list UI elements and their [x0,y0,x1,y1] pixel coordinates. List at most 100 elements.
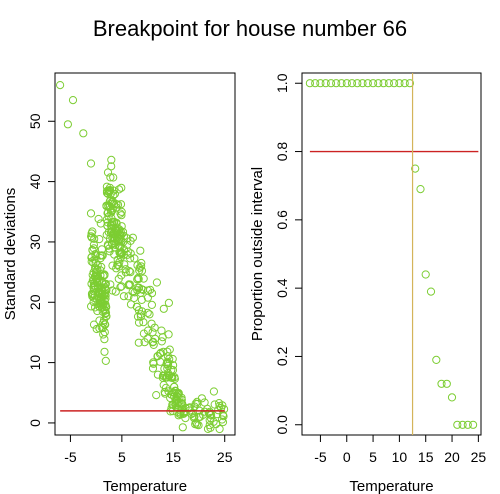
data-point [117,271,126,280]
data-point [194,421,203,430]
right-panel-proportion: -5 0 5 10 15 20 25 0.0 0.2 0.4 0.6 0.8 1.0 Temperatur… [249,72,487,494]
data-point [107,208,116,217]
data-point [177,404,186,413]
data-point [136,246,145,255]
y-axis-label: Standard deviations [2,188,19,321]
data-point [437,379,446,388]
data-point [120,260,129,269]
data-point [97,295,106,304]
data-point [79,129,88,138]
data-point [164,330,173,339]
data-point [145,310,154,319]
data-point [148,364,158,373]
data-point [143,286,152,295]
data-point [147,300,156,309]
data-point [88,227,97,236]
data-point [316,79,325,88]
data-point [353,79,362,88]
data-point [94,214,103,224]
data-point [136,312,145,321]
data-point [196,412,205,421]
data-point [379,79,388,88]
data-point [130,254,139,263]
data-point [96,219,105,228]
data-point [104,228,113,237]
y-tick-label: 50 [27,113,43,129]
data-point [99,305,108,314]
data-point [149,359,158,368]
x-tick-label: -5 [314,449,327,465]
y-tick-label: 1.0 [274,73,290,93]
data-point [463,420,472,429]
data-point [117,237,126,246]
data-point [126,300,136,309]
data-point [135,263,144,272]
data-point [167,404,176,413]
data-point [100,291,109,300]
data-point [115,258,124,267]
x-tick-label: 25 [217,449,233,465]
data-point [106,173,115,182]
data-point [168,388,177,397]
data-point [152,391,161,400]
plot-frame [301,72,482,436]
data-point [332,79,341,88]
data-point [469,420,478,429]
x-tick-label: 25 [471,449,487,465]
data-point [102,285,111,295]
data-point [92,268,101,277]
data-point [168,354,177,364]
data-point [89,320,99,329]
x-tick-label: 15 [418,449,434,465]
data-point [104,208,113,217]
data-point [311,79,320,88]
data-point [101,285,110,294]
data-point [209,387,218,396]
y-tick-label: 0.0 [274,415,290,435]
figure-title: Breakpoint for house number 66 [93,16,407,41]
data-point [117,207,126,216]
data-point [124,292,133,301]
data-point [123,234,132,243]
data-point [162,373,171,382]
data-point [109,234,118,243]
data-point [101,320,110,329]
data-point [133,273,143,283]
data-point [139,274,148,283]
data-point [115,248,124,257]
data-point [149,340,158,349]
data-point [395,79,404,88]
x-axis-label: Temperature [103,478,187,494]
data-point [110,243,119,252]
data-point [130,293,139,303]
x-tick-label: 5 [118,449,126,465]
data-point [453,420,462,429]
data-point [101,356,110,365]
data-point [109,230,119,239]
data-point [91,263,100,272]
data-point [215,399,224,408]
data-point [374,79,383,88]
data-point [384,79,393,88]
x-tick-label: -5 [64,449,77,465]
data-point [326,79,336,88]
data-point [137,295,146,304]
y-tick-label: 0.6 [274,210,290,230]
data-point [134,338,143,347]
data-point [87,233,97,242]
y-axis-label: Proportion outside interval [249,167,266,341]
data-point [337,79,346,88]
data-point [114,185,124,194]
data-point [63,120,73,129]
x-tick-label: 5 [369,449,377,465]
data-point [405,79,414,88]
data-point [96,251,105,260]
y-tick-label: 20 [27,294,43,310]
data-point [119,292,129,301]
data-point [100,347,109,356]
data-point [143,326,153,335]
data-point [342,79,351,88]
x-tick-label: 10 [392,449,408,465]
data-point [164,298,173,307]
